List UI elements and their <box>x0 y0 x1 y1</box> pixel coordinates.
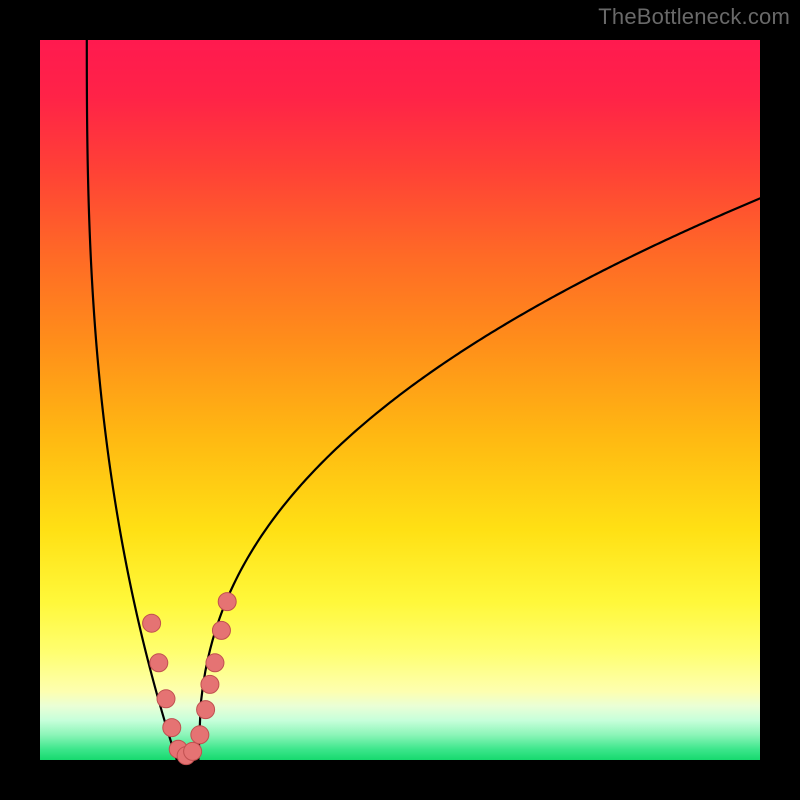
marker-dot <box>218 593 236 611</box>
marker-dot <box>201 675 219 693</box>
marker-dot <box>143 614 161 632</box>
marker-dot <box>191 726 209 744</box>
marker-dot <box>163 719 181 737</box>
marker-dot <box>197 701 215 719</box>
chart-container: TheBottleneck.com <box>0 0 800 800</box>
marker-dot <box>150 654 168 672</box>
bottleneck-chart <box>0 0 800 800</box>
marker-dot <box>206 654 224 672</box>
marker-dot <box>157 690 175 708</box>
marker-dot <box>184 742 202 760</box>
chart-gradient-bg <box>40 40 760 760</box>
marker-dot <box>212 621 230 639</box>
